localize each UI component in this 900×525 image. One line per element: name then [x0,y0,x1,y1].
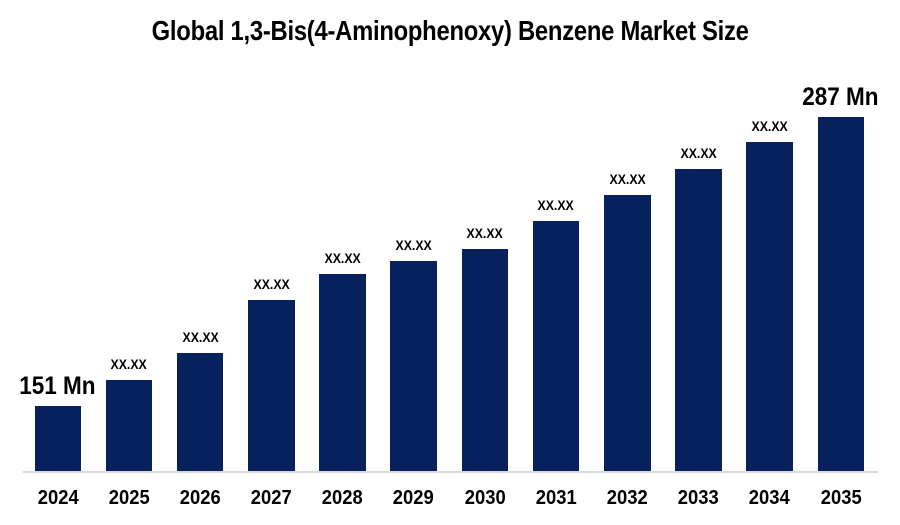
bar-value-label-2025: XX.XX [110,355,148,372]
bar-value-label-2027: XX.XX [253,275,290,292]
bar-value-label-2033: XX.XX [680,144,717,161]
x-axis-tick-label-2034: 2034 [749,487,791,509]
x-axis-tick-label-2024: 2024 [37,487,79,509]
bar-column-2025: XX.XX [105,355,153,471]
x-axis-tick-label-2025: 2025 [108,487,150,509]
bar-2025 [105,380,153,471]
x-axis-tick-label-2027: 2027 [250,487,292,509]
bar-value-label-2030: XX.XX [466,224,504,241]
bar-value-label-2034: XX.XX [751,117,788,134]
x-axis-tick-label-2031: 2031 [535,487,577,509]
bar-2032 [604,195,651,471]
bar-2029 [390,261,437,471]
bar-2030 [461,249,509,471]
x-axis-tick-label-2032: 2032 [606,487,648,509]
chart-title-text: Global 1,3-Bis(4-Aminophenoxy) Benzene M… [151,15,749,46]
chart-title: Global 1,3-Bis(4-Aminophenoxy) Benzene M… [0,14,900,48]
bar-column-2024: 151 Mn [20,372,96,471]
bar-column-2029: XX.XX [390,236,437,471]
x-axis-ticks: 2024 2025 2026 2027 2028 2029 2030 2031 2032 2033… [35,487,865,509]
bar-value-label-2031: XX.XX [537,196,575,213]
bar-value-label-2024: 151 Mn [19,371,96,400]
bar-column-2028: XX.XX [319,249,366,471]
bar-column-2032: XX.XX [604,170,651,471]
bar-2031 [532,221,580,471]
bar-value-label-2035: 287 Mn [802,82,879,111]
bar-column-2031: XX.XX [532,196,580,471]
bars-row: 151 Mn XX.XX XX.XX XX.XX XX.XX XX.XX XX.XX XX.X… [20,0,879,471]
bar-2027 [248,300,295,471]
bar-value-label-2032: XX.XX [609,170,646,187]
x-axis-tick-label-2033: 2033 [677,487,719,509]
x-axis-tick-label-2029: 2029 [393,487,435,509]
bar-column-2030: XX.XX [461,224,509,471]
bar-2026 [176,353,224,471]
bar-value-label-2026: XX.XX [181,328,219,345]
x-axis-tick-label-2030: 2030 [464,487,506,509]
bar-value-label-2028: XX.XX [324,249,361,266]
bar-2024 [34,406,81,471]
bar-column-2026: XX.XX [176,328,224,471]
x-axis-tick-label-2035: 2035 [820,487,862,509]
bar-column-2035: 287 Mn [803,83,879,471]
bar-value-label-2029: XX.XX [395,236,432,253]
bar-2034 [746,142,793,471]
x-axis-tick-label-2026: 2026 [179,487,221,509]
x-axis-tick-label-2028: 2028 [322,487,363,509]
bar-2028 [319,274,366,471]
bar-column-2033: XX.XX [675,144,722,471]
bar-column-2034: XX.XX [746,117,793,471]
bar-2035 [817,117,865,471]
bar-column-2027: XX.XX [248,275,295,471]
x-axis-line [23,471,878,473]
bar-2033 [675,169,722,471]
